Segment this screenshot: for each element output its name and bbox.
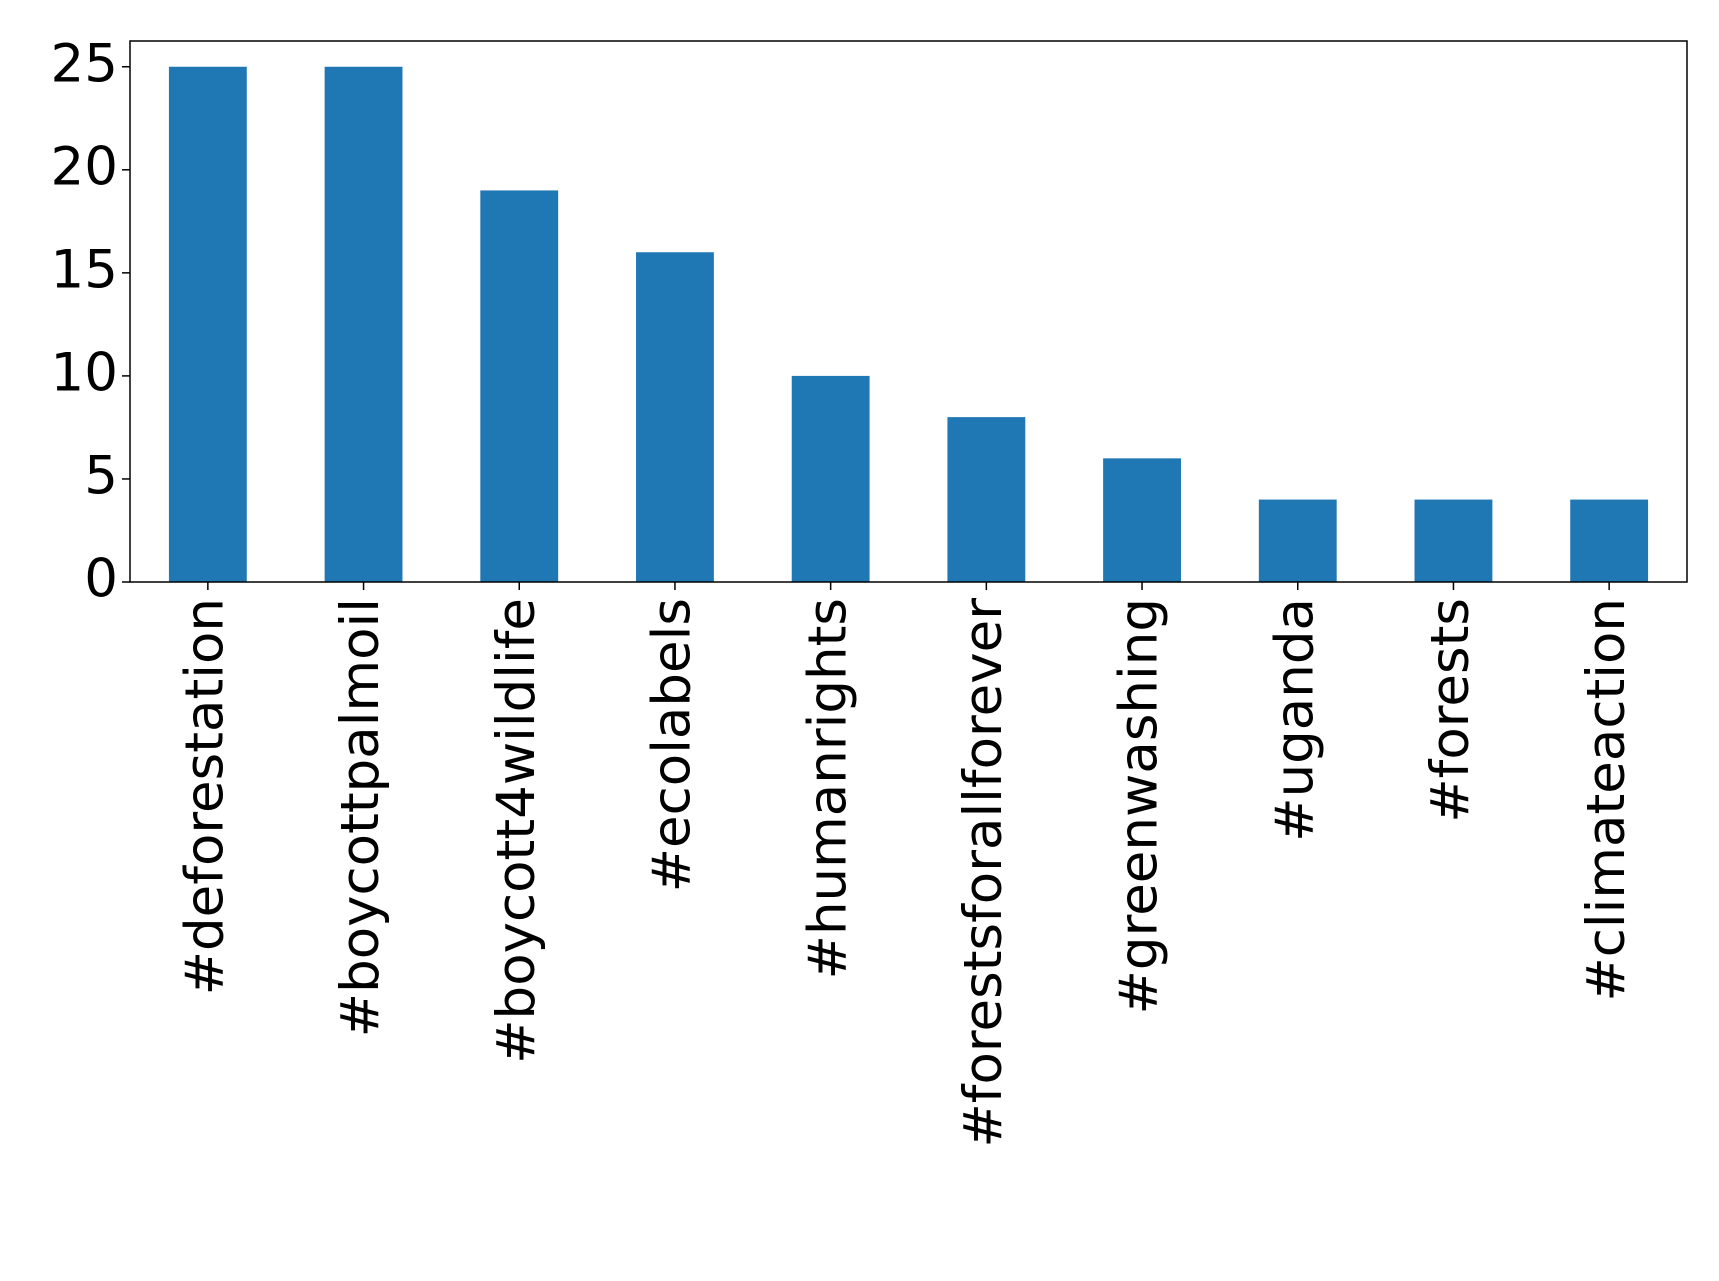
bar	[324, 66, 403, 582]
x-tick-label: #ecolabels	[642, 598, 703, 892]
bar	[480, 190, 559, 582]
plot-frame	[129, 40, 1688, 583]
y-tick-label: 20	[51, 136, 118, 197]
x-tick-label: #humanrights	[797, 598, 858, 979]
bar	[1570, 499, 1649, 582]
bar	[168, 66, 247, 582]
bar	[1258, 499, 1337, 582]
y-tick-label: 10	[51, 343, 118, 404]
bar	[947, 417, 1026, 582]
bar	[636, 252, 714, 582]
x-tick-label: #uganda	[1264, 598, 1325, 842]
x-tick-label: #boycott4wildlife	[486, 598, 547, 1064]
x-tick-label: #deforestation	[174, 598, 235, 995]
x-tick-label: #greenwashing	[1109, 598, 1170, 1014]
x-tick-label: #climateaction	[1576, 598, 1637, 1002]
x-tick-label: #forests	[1420, 598, 1481, 823]
x-tick-label: #forestsforallforever	[953, 598, 1014, 1148]
bar	[1414, 499, 1493, 582]
y-tick-label: 25	[51, 33, 118, 94]
y-tick-label: 5	[84, 446, 118, 507]
bar	[791, 375, 870, 582]
x-tick-label: #boycottpalmoil	[330, 598, 391, 1037]
bar	[1103, 458, 1181, 582]
y-tick-label: 15	[51, 239, 118, 300]
y-tick-label: 0	[84, 549, 118, 610]
